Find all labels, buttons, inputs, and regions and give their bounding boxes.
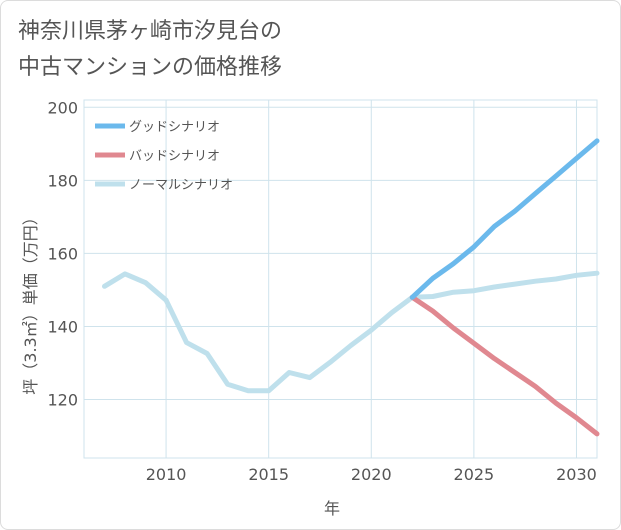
chart-title: 神奈川県茅ヶ崎市汐見台の 中古マンションの価格推移 [18, 14, 418, 86]
series-line-2 [409, 294, 600, 437]
y-tick-label: 140 [47, 317, 78, 336]
y-tick-label: 160 [47, 244, 78, 263]
legend-label: バッドシナリオ [129, 149, 220, 164]
x-tick-label: 2010 [146, 465, 187, 484]
y-tick-label: 120 [47, 391, 78, 410]
chart-title-line-2: 中古マンションの価格推移 [18, 55, 283, 80]
x-tick-label: 2020 [351, 465, 392, 484]
legend-label: グッドシナリオ [129, 120, 220, 135]
y-axis-label: 坪（3.3㎡）単価（万円） [21, 209, 40, 394]
y-tick-label: 200 [47, 98, 78, 117]
x-tick-labels: 2010 2015 2020 2025 2030 [146, 465, 597, 484]
x-tick-label: 2015 [248, 465, 289, 484]
legend-label: ノーマルシナリオ [129, 178, 233, 193]
series-line-3 [102, 270, 600, 394]
series-line-1 [409, 138, 600, 300]
grid [83, 99, 598, 459]
x-tick-label: 2030 [556, 465, 597, 484]
y-tick-labels: 120 140 160 180 200 [47, 98, 78, 409]
series-lines [102, 138, 600, 437]
x-axis-label: 年 [324, 499, 340, 518]
x-tick-label: 2025 [454, 465, 495, 484]
plot-area-border [83, 99, 598, 459]
chart-title-line-1: 神奈川県茅ヶ崎市汐見台の [18, 19, 283, 44]
y-tick-label: 180 [47, 171, 78, 190]
